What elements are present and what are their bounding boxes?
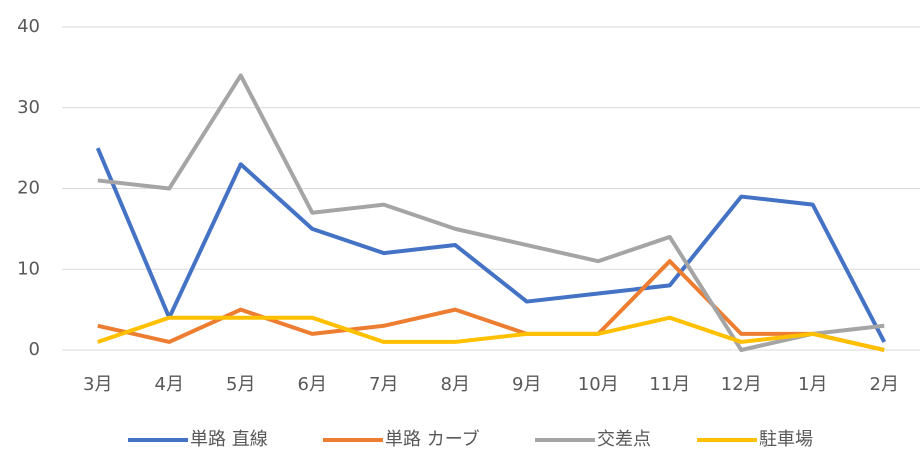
series-line — [97, 73, 885, 352]
y-tick-label: 0 — [29, 339, 40, 360]
y-tick-label: 30 — [17, 97, 40, 118]
x-tick-label: 3月 — [83, 374, 112, 395]
legend-label: 単路 カーブ — [385, 428, 480, 450]
legend-label: 単路 直線 — [190, 429, 268, 450]
y-tick-label: 10 — [17, 258, 40, 279]
legend-label: 駐車場 — [759, 429, 813, 450]
x-tick-label: 1月 — [798, 374, 827, 395]
x-tick-label: 7月 — [369, 374, 398, 395]
series-line — [97, 259, 885, 352]
x-tick-label: 8月 — [441, 374, 470, 395]
x-tick-label: 9月 — [512, 374, 541, 395]
series-line — [95, 147, 887, 343]
x-tick-label: 12月 — [721, 374, 762, 395]
x-tick-label: 2月 — [870, 374, 899, 395]
x-tick-label: 4月 — [155, 374, 184, 395]
x-tick-label: 11月 — [649, 374, 690, 395]
series-line — [97, 315, 885, 352]
y-tick-label: 40 — [17, 16, 40, 37]
y-tick-label: 20 — [17, 178, 40, 199]
x-tick-label: 5月 — [226, 374, 255, 395]
x-tick-label: 10月 — [578, 374, 619, 395]
x-tick-label: 6月 — [298, 374, 327, 395]
legend-label: 交差点 — [597, 429, 651, 450]
